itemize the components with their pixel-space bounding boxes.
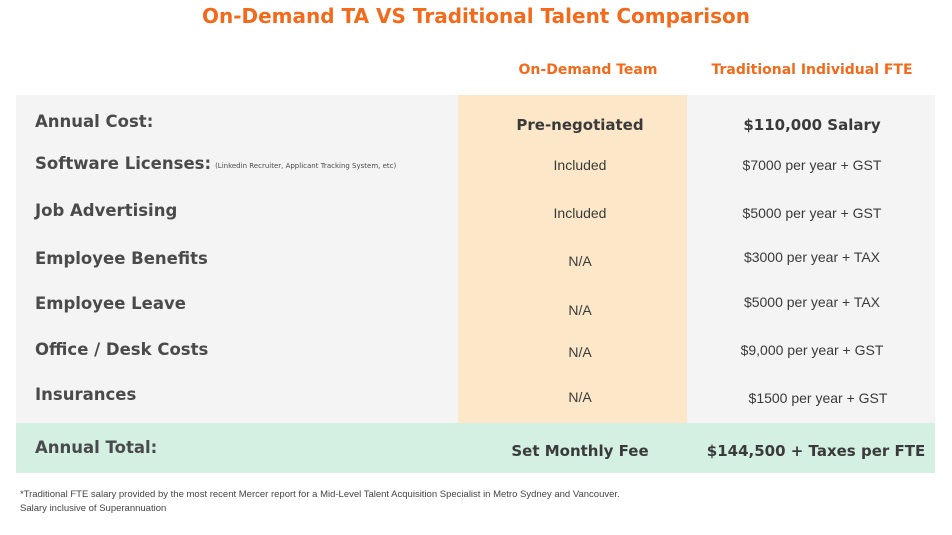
cell-traditional-software-licenses: $7000 per year + GST	[742, 157, 882, 173]
column-header-on-demand: On-Demand Team	[518, 62, 658, 78]
row-label-text: Employee Benefits	[35, 249, 208, 268]
cell-on-demand-annual-cost: Pre-negotiated	[516, 116, 644, 134]
cell-on-demand-employee-leave: N/A	[568, 302, 592, 318]
row-label-text: Office / Desk Costs	[35, 340, 209, 359]
column-header-traditional: Traditional Individual FTE	[711, 62, 913, 78]
row-label-employee-benefits: Employee Benefits	[35, 249, 208, 268]
footnote-source: *Traditional FTE salary provided by the …	[20, 489, 620, 500]
total-row	[16, 423, 935, 473]
row-label-annual-cost: Annual Cost:	[35, 112, 153, 131]
on-demand-column-highlight	[458, 95, 687, 423]
cell-on-demand-annual-total: Set Monthly Fee	[511, 442, 649, 460]
row-label-employee-leave: Employee Leave	[35, 294, 186, 313]
cell-traditional-employee-leave: $5000 per year + TAX	[743, 294, 881, 310]
cell-traditional-insurances: $1500 per year + GST	[748, 390, 888, 406]
row-label-office-desk-costs: Office / Desk Costs	[35, 340, 208, 359]
cell-on-demand-job-advertising: Included	[553, 205, 607, 221]
cell-on-demand-office-desk-costs: N/A	[568, 344, 592, 360]
row-label-annual-total: Annual Total:	[35, 438, 157, 457]
row-label-text: Employee Leave	[35, 294, 186, 313]
row-label-text: Annual Total:	[35, 438, 158, 457]
cell-traditional-annual-total: $144,500 + Taxes per FTE	[706, 442, 926, 460]
cell-on-demand-insurances: N/A	[568, 389, 592, 405]
cell-on-demand-software-licenses: Included	[553, 157, 607, 173]
row-label-insurances: Insurances	[35, 385, 136, 404]
cell-traditional-job-advertising: $5000 per year + GST	[742, 205, 882, 221]
cell-traditional-office-desk-costs: $9,000 per year + GST	[740, 342, 884, 358]
cell-on-demand-employee-benefits: N/A	[568, 253, 592, 269]
cell-traditional-annual-cost: $110,000 Salary	[743, 116, 881, 134]
row-label-text: Insurances	[35, 385, 137, 404]
row-label-software-licenses: Software Licenses: (Linkedin Recruiter, A…	[35, 154, 396, 173]
row-label-note: (Linkedin Recruiter, Applicant Tracking …	[215, 162, 397, 170]
row-label-job-advertising: Job Advertising	[35, 201, 177, 220]
row-label-text: Job Advertising	[35, 201, 178, 220]
page-title: On-Demand TA VS Traditional Talent Compa…	[201, 4, 751, 28]
row-label-text: Software Licenses:	[35, 154, 212, 173]
row-label-text: Annual Cost:	[35, 112, 154, 131]
footnote-superannuation: Salary inclusive of Superannuation	[20, 503, 167, 514]
cell-traditional-employee-benefits: $3000 per year + TAX	[743, 249, 881, 265]
